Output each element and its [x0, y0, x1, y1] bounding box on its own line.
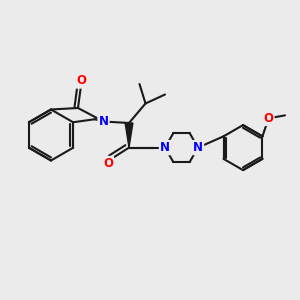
Text: O: O	[103, 157, 113, 170]
Text: N: N	[160, 141, 170, 154]
Polygon shape	[125, 123, 133, 148]
Text: N: N	[193, 141, 203, 154]
Text: O: O	[263, 112, 274, 125]
Text: O: O	[76, 74, 86, 88]
Text: N: N	[98, 115, 109, 128]
